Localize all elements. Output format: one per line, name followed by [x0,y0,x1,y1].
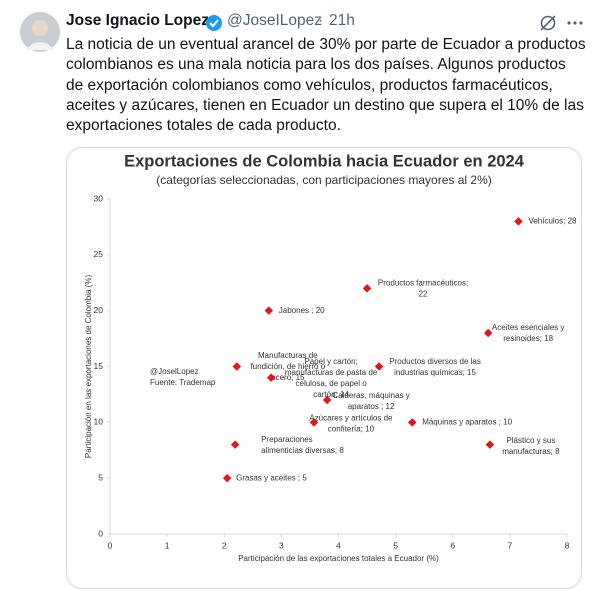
y-tick-label: 10 [94,417,104,427]
point-label: acero; 15 [271,373,305,382]
chart-title: Exportaciones de Colombia hacia Ecuador … [124,152,525,170]
tweet-line: La noticia de un eventual arancel de 30%… [66,36,586,53]
point-label: Productos farmacéuticos; [378,278,468,287]
y-tick-label: 20 [94,305,104,315]
y-tick-label: 0 [98,528,103,538]
more-icon[interactable] [565,13,585,33]
point-label: Jabones ; 20 [279,306,325,315]
point-label: Plástico y sus [506,436,555,445]
point [374,362,384,371]
x-tick-label: 1 [165,540,170,550]
x-tick-label: 8 [565,540,570,550]
verified-badge [206,15,222,31]
point-label: manufacturas; 8 [502,447,560,456]
point-label: alimenticias diversas; 8 [261,446,344,455]
separator: · [318,12,324,29]
x-tick-label: 5 [393,540,398,550]
point [362,284,372,293]
avatar[interactable] [20,12,60,52]
point-label: Preparaciones [261,435,313,444]
point [407,418,417,427]
point-label: 22 [419,289,428,298]
point-label: Grasas y aceites ; 5 [236,473,307,482]
point [483,328,493,338]
point-label: celulosa, de papel o [296,379,368,388]
chart-card[interactable]: Exportaciones de Colombia hacia Ecuador … [66,147,582,589]
tweet-line: exportaciones totales de cada producto. [66,117,341,135]
x-tick-label: 6 [450,540,455,550]
point-label: industrias químicas; 15 [394,368,476,377]
tweet: Jose Ignacio Lopez @JoseILopez · 21h La … [20,12,586,589]
x-tick-label: 4 [336,540,341,550]
point-label: Calderas, máquinas y [332,391,409,400]
y-axis-label: Participación en las exportaciones de Co… [84,275,93,459]
y-tick-label: 5 [98,472,103,482]
point [264,306,274,315]
handle[interactable]: @JoseILopez [227,12,323,29]
point [485,440,495,449]
x-tick-label: 2 [222,540,227,550]
x-tick-label: 3 [279,540,284,550]
grok-icon[interactable] [538,13,558,33]
point-label: Papel y cartón; [304,357,357,366]
author-name[interactable]: Jose Ignacio Lopez [66,12,209,29]
tweet-line: colombianos es una mala noticia para los… [66,56,566,74]
point-label: Azúcares y artículos de [309,413,393,422]
y-tick-label: 30 [94,193,104,203]
tweet-line: aceites y azúcares, tienen en Ecuador un… [66,96,584,114]
tweet-line: de exportación colombianos como vehículo… [66,76,553,94]
annotation: Fuente: Trademap [150,378,216,387]
time[interactable]: 21h [329,12,355,29]
x-tick-label: 7 [508,540,513,550]
point [232,362,242,371]
point [230,440,240,449]
point-label: confitería; 10 [328,424,375,433]
point-label: manufacturas de pasta de [285,368,378,377]
point [309,418,319,427]
point-label: Máquinas y aparatos ; 10 [422,417,512,426]
chart: Exportaciones de Colombia hacia Ecuador … [84,152,577,563]
point-label: Productos diversos de las [389,357,481,366]
annotation: @JoselLopez [150,367,199,376]
x-tick-label: 0 [108,540,113,550]
y-tick-label: 25 [94,249,104,259]
point-label: cartón; 14 [313,390,349,399]
point-label: fundición, de hierro o [250,362,325,371]
chart-subtitle: (categorías seleccionadas, con participa… [156,173,492,187]
point-label: resinoides; 18 [503,334,553,343]
point-label: Aceites esenciales y [492,323,564,332]
y-tick-label: 15 [94,361,104,371]
point [322,395,332,405]
point-label: Manufacturas de [258,351,318,360]
point [222,473,232,483]
point [514,217,523,226]
point [266,373,276,382]
x-axis-label: Participación de las exportaciones total… [238,554,439,563]
point-label: aparatos ; 12 [348,402,395,411]
point-label: Vehículos; 28 [528,216,577,225]
